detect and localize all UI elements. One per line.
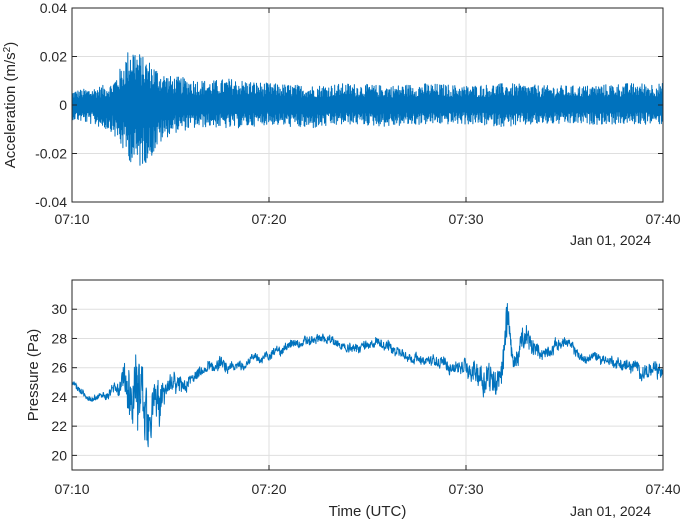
- acceleration-ticks: 07:10 07:20 07:30 07:40 -0.04 -0.02 0 0.02 0.04: [35, 0, 681, 227]
- pressure-ticks: 07:10 07:20 07:30 07:40 20 22 24 26 28 30: [51, 280, 681, 497]
- x-tick-label: 07:40: [645, 211, 680, 227]
- x-tick-label: 07:10: [54, 481, 89, 497]
- acceleration-y-axis-label-tail: ): [2, 42, 19, 47]
- pressure-panel: 07:10 07:20 07:30 07:40 20 22 24 26 28 30 Pressur…: [25, 279, 681, 520]
- y-tick-label: -0.04: [35, 194, 67, 210]
- x-tick-label: 07:30: [448, 481, 483, 497]
- x-tick-label: 07:30: [448, 211, 483, 227]
- pressure-y-axis-label: Pressure (Pa): [25, 329, 42, 422]
- y-tick-label: 20: [51, 447, 67, 463]
- acceleration-y-axis-label-superscript: 2: [2, 46, 13, 52]
- pressure-line: [72, 302, 663, 448]
- y-tick-label: 0.02: [40, 49, 67, 65]
- pressure-axes-box: [71, 279, 664, 471]
- y-tick-label: -0.02: [35, 146, 67, 162]
- x-tick-label: 07:20: [251, 211, 286, 227]
- acceleration-series: [72, 52, 663, 166]
- pressure-series: [72, 302, 663, 448]
- x-tick-label: 07:40: [645, 481, 680, 497]
- x-tick-label: 07:10: [54, 211, 89, 227]
- pressure-grid: [72, 280, 663, 470]
- y-tick-label: 28: [51, 330, 67, 346]
- x-tick-label: 07:20: [251, 481, 286, 497]
- pressure-date-label: Jan 01, 2024: [570, 503, 651, 519]
- acceleration-y-axis-label: Acceleration (m/s2): [2, 42, 20, 168]
- acceleration-date-label: Jan 01, 2024: [570, 232, 651, 248]
- pressure-plot-area: [72, 280, 663, 470]
- y-tick-label: 24: [51, 389, 67, 405]
- acceleration-line: [72, 52, 663, 166]
- y-tick-label: 30: [51, 301, 67, 317]
- y-tick-label: 0.04: [40, 0, 67, 16]
- y-tick-label: 26: [51, 360, 67, 376]
- y-tick-label: 22: [51, 418, 67, 434]
- acceleration-panel: 07:10 07:20 07:30 07:40-0.04-0.0200.020.04 …: [2, 0, 681, 248]
- pressure-x-axis-label: Time (UTC): [329, 503, 407, 520]
- y-tick-label: 0: [59, 97, 67, 113]
- acceleration-y-axis-label-main: Acceleration (m/s: [2, 52, 19, 168]
